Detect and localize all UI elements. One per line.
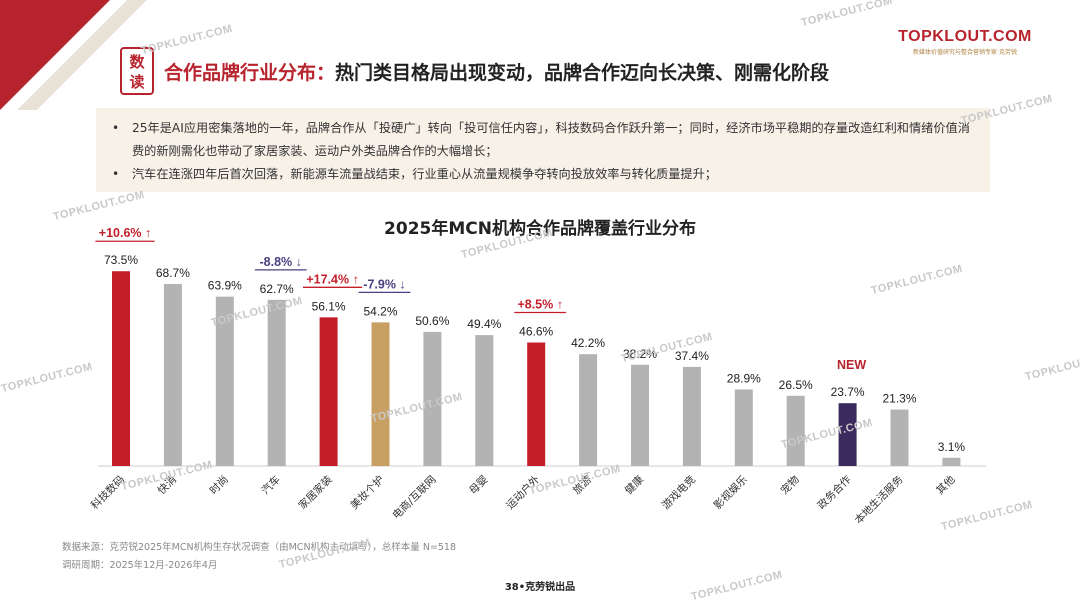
insight-bullet: • 汽车在连涨四年后首次回落，新能源车流量战结束，行业重心从流量规模争夺转向投放… [110,163,976,186]
bar [215,296,234,466]
bar [475,335,494,466]
category-tick-label: 时尚 [207,473,231,497]
bar [786,395,805,466]
page-title: 合作品牌行业分布：热门类目格局出现变动，品牌合作迈向长决策、刚需化阶段 [164,58,829,85]
badge-char-top: 数 [129,53,145,71]
category-tick-label: 本地生活服务 [852,473,906,527]
bar-value-label: 21.3% [882,392,916,406]
category-tick-label: 科技数码 [88,473,127,512]
insight-box: • 25年是AI应用密集落地的一年，品牌合作从「投硬广」转向「投可信任内容」，科… [96,108,990,192]
bar [579,354,598,466]
section-badge: 数 读 [120,47,154,95]
page-title-accent: 合作品牌行业分布： [164,62,336,84]
bar [942,457,961,466]
bar-value-label: 63.9% [208,279,242,293]
bar-value-label: 28.9% [727,371,761,385]
bar [267,299,286,466]
bar [163,283,182,466]
insight-text: 汽车在连涨四年后首次回落，新能源车流量战结束，行业重心从流量规模争夺转向投放效率… [132,167,717,181]
badge-char-bottom: 读 [129,73,145,91]
category-tick-label: 宠物 [778,473,802,497]
insight-text: 25年是AI应用密集落地的一年，品牌合作从「投硬广」转向「投可信任内容」，科技数… [132,121,970,158]
bar-value-label: 46.6% [519,325,553,339]
category-tick-label: 母婴 [467,474,490,497]
bar-value-label: 50.6% [415,314,449,328]
category-tick-label: 家居家装 [296,473,335,512]
category-tick-label: 汽车 [259,473,283,497]
logo-tagline: 新媒体价值研究与整合营销专家·克劳锐 [913,49,1017,56]
page-title-main: 热门类目格局出现变动，品牌合作迈向长决策、刚需化阶段 [335,62,830,84]
category-tick-label: 美妆个护 [348,473,387,512]
category-tick-label: 健康 [622,473,646,497]
category-tick-label: 政务合作 [815,473,854,512]
category-tick-label: 游戏电竞 [659,473,698,512]
bar-value-label: 23.7% [831,385,865,399]
bar-value-label: 56.1% [312,299,346,313]
change-annotation: +17.4% ↑ [306,272,358,286]
change-annotation: +10.6% ↑ [99,226,151,240]
change-annotation: +8.5% ↑ [517,298,563,312]
change-annotation: -7.9% ↓ [363,277,405,291]
page-number: 38•克劳锐出品 [504,582,576,593]
insight-bullet: • 25年是AI应用密集落地的一年，品牌合作从「投硬广」转向「投可信任内容」，科… [110,117,976,163]
chart-title: 2025年MCN机构合作品牌覆盖行业分布 [384,219,696,239]
bar [319,317,338,466]
bar-value-label: 42.2% [571,336,605,350]
data-source-note: 数据来源：克劳锐2025年MCN机构生存状况调查（由MCN机构主动填写），总样本… [62,542,457,553]
bar [423,331,442,466]
category-tick-label: 电商/互联网 [390,473,439,522]
change-annotation: NEW [837,358,866,372]
bar-value-label: 73.5% [104,253,138,267]
bar-value-label: 54.2% [363,304,397,318]
bullet-dot-icon: • [112,121,120,135]
bar-value-label: 37.4% [675,349,709,363]
bar [734,389,753,466]
bar-value-label: 62.7% [260,282,294,296]
corner-triangle-decoration [0,0,110,110]
bar [631,364,649,466]
bar-value-label: 38.2% [623,347,657,361]
change-annotation: -8.8% ↓ [260,255,302,269]
bar-value-label: 68.7% [156,266,190,280]
bar [890,409,909,466]
category-tick-label: 其他 [933,473,957,497]
bar [682,366,701,466]
bar-value-label: 3.1% [938,440,966,454]
bullet-dot-icon: • [112,167,120,181]
survey-period-note: 调研周期：2025年12月-2026年4月 [62,560,218,571]
bar-value-label: 26.5% [779,378,813,392]
bar [112,271,130,466]
bar [371,322,390,466]
brand-logo: TOPKLOUT.COM 新媒体价值研究与整合营销专家·克劳锐 [890,28,1040,56]
bar-value-label: 49.4% [467,317,501,331]
bar [838,403,857,466]
bar [527,342,546,466]
logo-text: TOPKLOUT.COM [898,28,1032,45]
category-tick-label: 影视娱乐 [711,473,750,512]
